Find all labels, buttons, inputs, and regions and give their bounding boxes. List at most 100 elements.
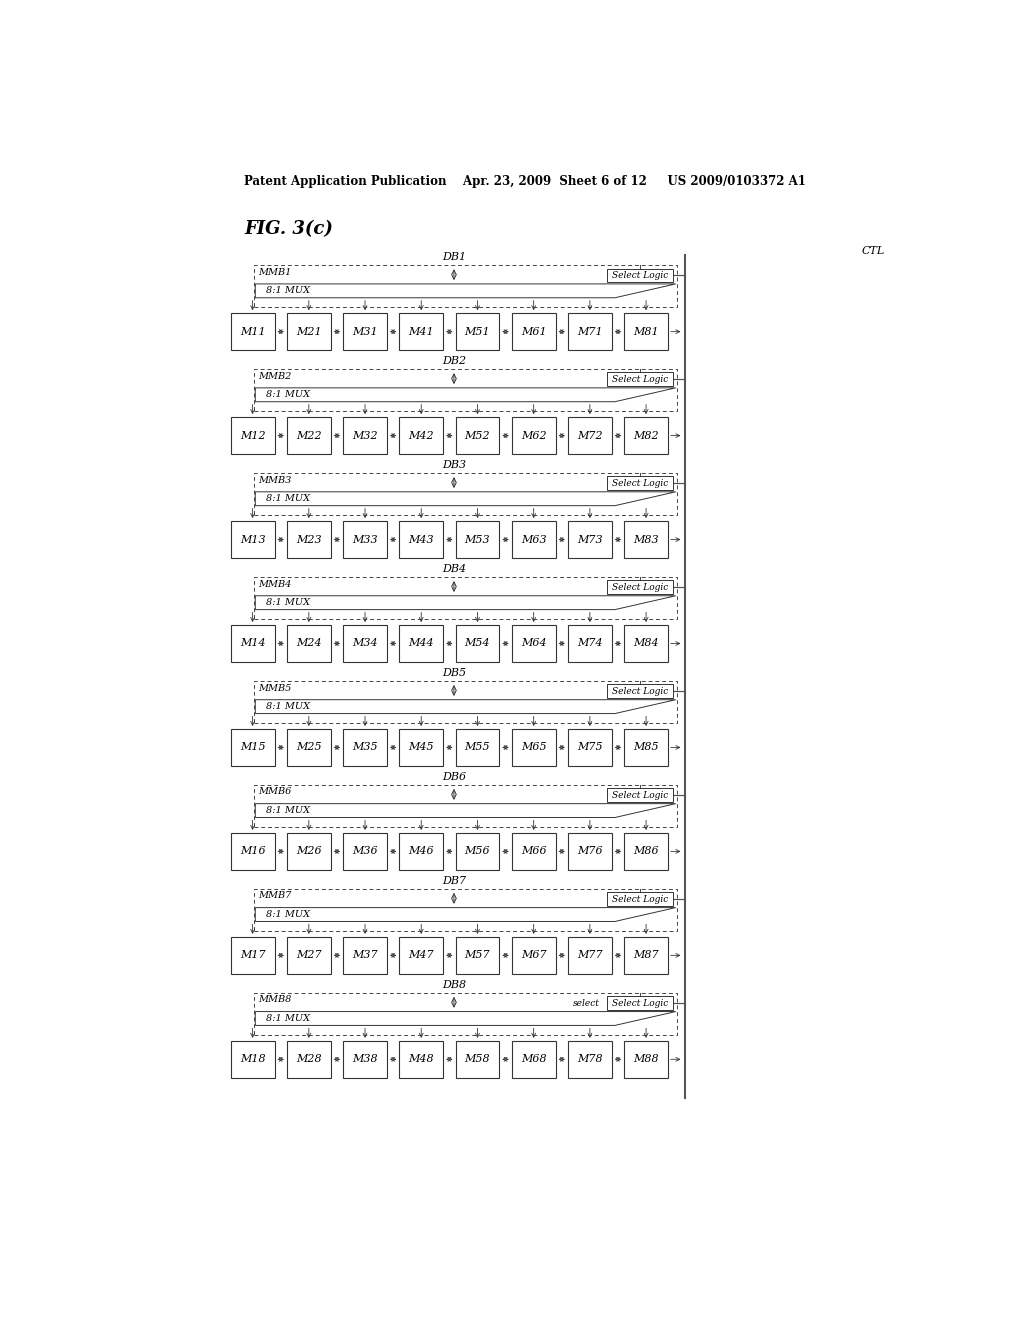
Text: M13: M13	[240, 535, 265, 545]
Text: M67: M67	[521, 950, 547, 961]
Text: M46: M46	[409, 846, 434, 857]
Bar	[625, 417, 668, 454]
Bar	[254, 785, 677, 826]
Bar	[512, 937, 556, 974]
Text: M58: M58	[465, 1055, 490, 1064]
Bar	[399, 729, 443, 766]
Text: DB6: DB6	[442, 772, 466, 781]
Text: MMB4: MMB4	[258, 579, 292, 589]
Text: Select Logic: Select Logic	[611, 686, 668, 696]
Text: M21: M21	[296, 326, 322, 337]
Text: M77: M77	[578, 950, 603, 961]
Text: M44: M44	[409, 639, 434, 648]
Bar	[607, 684, 673, 698]
Text: DB7: DB7	[442, 876, 466, 886]
Text: M16: M16	[240, 846, 265, 857]
Polygon shape	[255, 492, 676, 506]
Text: M82: M82	[633, 430, 658, 441]
Text: M85: M85	[633, 742, 658, 752]
Text: M51: M51	[465, 326, 490, 337]
Text: M43: M43	[409, 535, 434, 545]
Bar	[625, 937, 668, 974]
Bar	[287, 626, 331, 663]
Bar	[343, 417, 387, 454]
Text: 8:1 MUX: 8:1 MUX	[266, 807, 310, 814]
Text: M41: M41	[409, 326, 434, 337]
Text: M22: M22	[296, 430, 322, 441]
Text: 8:1 MUX: 8:1 MUX	[266, 391, 310, 399]
Text: M38: M38	[352, 1055, 378, 1064]
Text: M83: M83	[633, 535, 658, 545]
Bar	[456, 626, 500, 663]
Text: M84: M84	[633, 639, 658, 648]
Bar	[230, 521, 274, 558]
Text: M45: M45	[409, 742, 434, 752]
Text: M63: M63	[521, 535, 547, 545]
Text: Select Logic: Select Logic	[611, 479, 668, 488]
Text: DB2: DB2	[442, 356, 466, 367]
Bar	[512, 521, 556, 558]
Text: M18: M18	[240, 1055, 265, 1064]
Text: M32: M32	[352, 430, 378, 441]
Text: DB1: DB1	[442, 252, 466, 263]
Text: M26: M26	[296, 846, 322, 857]
Text: M42: M42	[409, 430, 434, 441]
Text: MMB5: MMB5	[258, 684, 292, 693]
Text: M66: M66	[521, 846, 547, 857]
Bar	[512, 729, 556, 766]
Text: M27: M27	[296, 950, 322, 961]
Bar	[625, 313, 668, 350]
Bar	[512, 417, 556, 454]
Bar	[254, 370, 677, 411]
Text: M86: M86	[633, 846, 658, 857]
Text: MMB7: MMB7	[258, 891, 292, 900]
Bar	[399, 521, 443, 558]
Text: M54: M54	[465, 639, 490, 648]
Bar	[568, 313, 611, 350]
Bar	[607, 581, 673, 594]
Bar	[456, 417, 500, 454]
Text: M81: M81	[633, 326, 658, 337]
Text: M88: M88	[633, 1055, 658, 1064]
Bar	[399, 833, 443, 870]
Text: M24: M24	[296, 639, 322, 648]
Bar	[607, 788, 673, 803]
Bar	[568, 729, 611, 766]
Bar	[287, 417, 331, 454]
Text: Select Logic: Select Logic	[611, 583, 668, 591]
Text: M25: M25	[296, 742, 322, 752]
Text: M75: M75	[578, 742, 603, 752]
Bar	[568, 626, 611, 663]
Text: 8:1 MUX: 8:1 MUX	[266, 909, 310, 919]
Text: M55: M55	[465, 742, 490, 752]
Bar	[343, 521, 387, 558]
Text: Select Logic: Select Logic	[611, 271, 668, 280]
Text: M31: M31	[352, 326, 378, 337]
Text: M64: M64	[521, 639, 547, 648]
Text: M28: M28	[296, 1055, 322, 1064]
Bar	[399, 417, 443, 454]
Text: DB4: DB4	[442, 564, 466, 574]
Text: FIG. 3(c): FIG. 3(c)	[245, 220, 334, 238]
Bar	[512, 833, 556, 870]
Bar	[607, 372, 673, 387]
Text: 8:1 MUX: 8:1 MUX	[266, 286, 310, 296]
Bar	[287, 313, 331, 350]
Text: M74: M74	[578, 639, 603, 648]
Bar	[607, 268, 673, 282]
Bar	[568, 521, 611, 558]
Polygon shape	[255, 284, 676, 298]
Bar	[456, 313, 500, 350]
Bar	[625, 626, 668, 663]
Bar	[287, 833, 331, 870]
Bar	[343, 313, 387, 350]
Text: M52: M52	[465, 430, 490, 441]
Text: CTL: CTL	[862, 246, 885, 256]
Bar	[625, 833, 668, 870]
Text: MMB3: MMB3	[258, 475, 292, 484]
Text: Select Logic: Select Logic	[611, 791, 668, 800]
Text: MMB1: MMB1	[258, 268, 292, 277]
Bar	[512, 1040, 556, 1077]
Bar	[625, 1040, 668, 1077]
Text: M14: M14	[240, 639, 265, 648]
